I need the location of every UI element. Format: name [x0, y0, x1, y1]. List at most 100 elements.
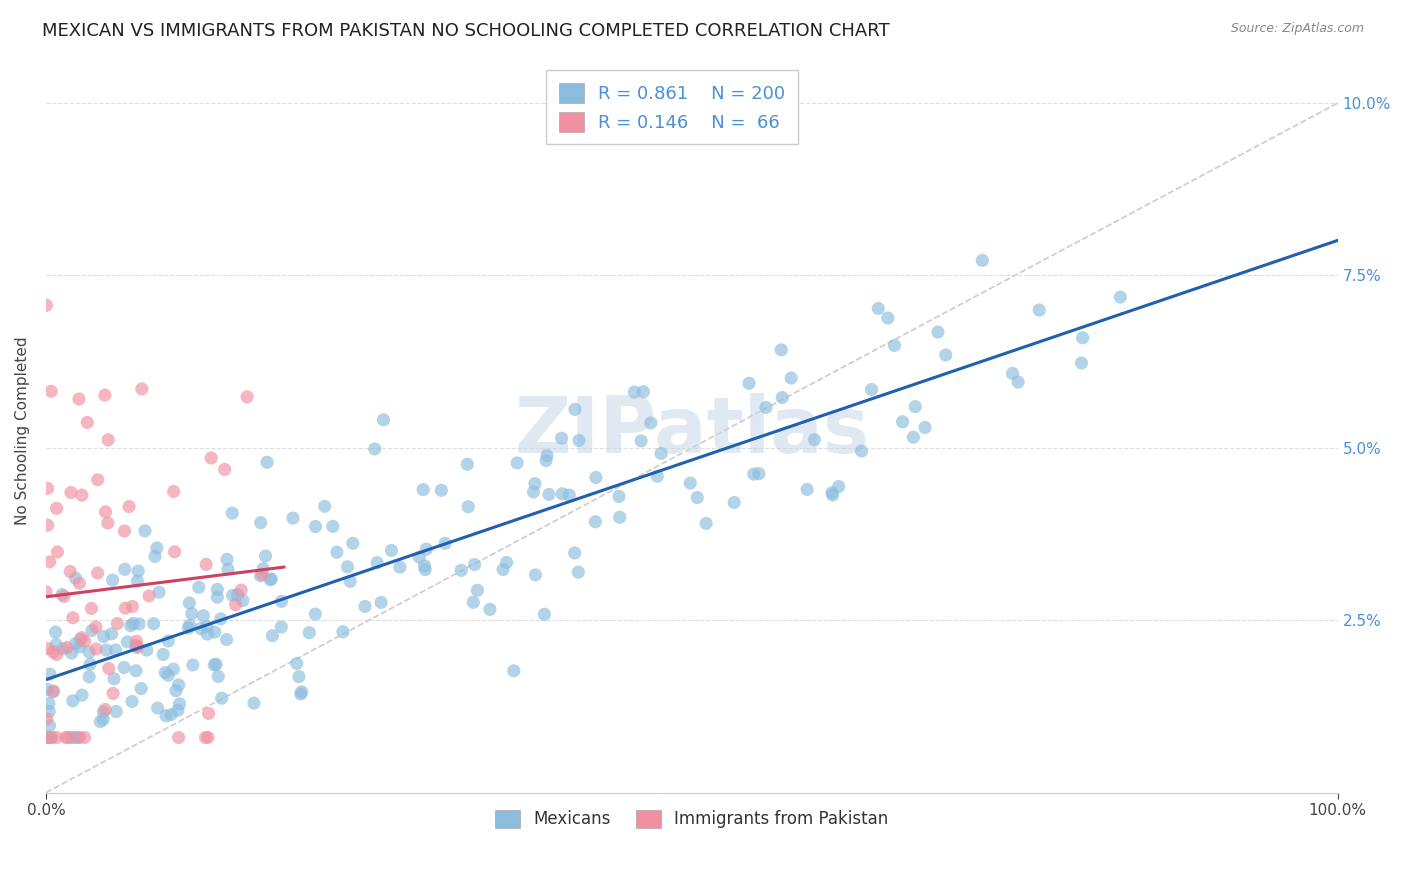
Point	[457, 500, 479, 514]
Point	[134, 524, 156, 538]
Point	[117, 635, 139, 649]
Point	[647, 469, 669, 483]
Point	[163, 484, 186, 499]
Point	[105, 616, 128, 631]
Point	[339, 574, 361, 589]
Point	[524, 568, 547, 582]
Point	[97, 433, 120, 447]
Point	[124, 639, 146, 653]
Point	[56, 731, 79, 745]
Point	[195, 619, 218, 633]
Point	[51, 588, 73, 602]
Point	[430, 483, 453, 498]
Point	[84, 642, 107, 657]
Point	[35, 584, 58, 599]
Point	[903, 430, 925, 444]
Point	[254, 549, 277, 563]
Point	[803, 433, 825, 447]
Point	[52, 641, 75, 656]
Point	[97, 661, 120, 675]
Point	[67, 576, 90, 591]
Point	[112, 660, 135, 674]
Point	[37, 682, 59, 697]
Point	[259, 573, 281, 587]
Point	[127, 574, 149, 588]
Point	[492, 562, 515, 576]
Point	[506, 456, 529, 470]
Point	[221, 506, 243, 520]
Point	[87, 473, 110, 487]
Point	[69, 731, 91, 745]
Point	[67, 392, 90, 406]
Point	[93, 705, 115, 719]
Point	[146, 701, 169, 715]
Point	[770, 391, 793, 405]
Point	[79, 645, 101, 659]
Point	[972, 253, 994, 268]
Point	[38, 718, 60, 732]
Point	[152, 648, 174, 662]
Point	[249, 516, 271, 530]
Point	[79, 657, 101, 672]
Point	[114, 524, 136, 538]
Point	[464, 558, 486, 572]
Point	[45, 731, 67, 745]
Point	[37, 518, 59, 533]
Point	[38, 667, 60, 681]
Point	[45, 637, 67, 651]
Point	[695, 516, 717, 531]
Point	[73, 731, 96, 745]
Point	[204, 625, 226, 640]
Point	[41, 685, 63, 699]
Point	[205, 657, 228, 672]
Point	[38, 697, 60, 711]
Point	[860, 383, 883, 397]
Point	[55, 731, 77, 745]
Point	[1109, 290, 1132, 304]
Point	[755, 401, 778, 415]
Point	[45, 501, 67, 516]
Point	[478, 602, 501, 616]
Point	[270, 594, 292, 608]
Point	[62, 694, 84, 708]
Point	[738, 376, 761, 391]
Point	[567, 565, 589, 579]
Point	[167, 678, 190, 692]
Point	[583, 515, 606, 529]
Point	[35, 712, 58, 726]
Point	[221, 589, 243, 603]
Point	[883, 338, 905, 352]
Point	[304, 519, 326, 533]
Point	[114, 562, 136, 576]
Point	[97, 516, 120, 530]
Point	[121, 694, 143, 708]
Point	[207, 582, 229, 597]
Point	[153, 665, 176, 680]
Point	[366, 556, 388, 570]
Point	[37, 731, 59, 745]
Point	[94, 505, 117, 519]
Text: MEXICAN VS IMMIGRANTS FROM PAKISTAN NO SCHOOLING COMPLETED CORRELATION CHART: MEXICAN VS IMMIGRANTS FROM PAKISTAN NO S…	[42, 22, 890, 40]
Point	[127, 640, 149, 655]
Point	[1071, 331, 1094, 345]
Point	[160, 707, 183, 722]
Point	[167, 731, 190, 745]
Point	[551, 487, 574, 501]
Point	[211, 691, 233, 706]
Point	[45, 625, 67, 640]
Point	[73, 634, 96, 648]
Point	[291, 685, 314, 699]
Point	[157, 634, 180, 648]
Point	[101, 573, 124, 587]
Point	[723, 495, 745, 509]
Point	[148, 585, 170, 599]
Point	[285, 657, 308, 671]
Point	[252, 562, 274, 576]
Point	[748, 467, 770, 481]
Point	[256, 455, 278, 469]
Point	[197, 706, 219, 721]
Point	[914, 420, 936, 434]
Point	[169, 697, 191, 711]
Point	[143, 549, 166, 564]
Point	[640, 416, 662, 430]
